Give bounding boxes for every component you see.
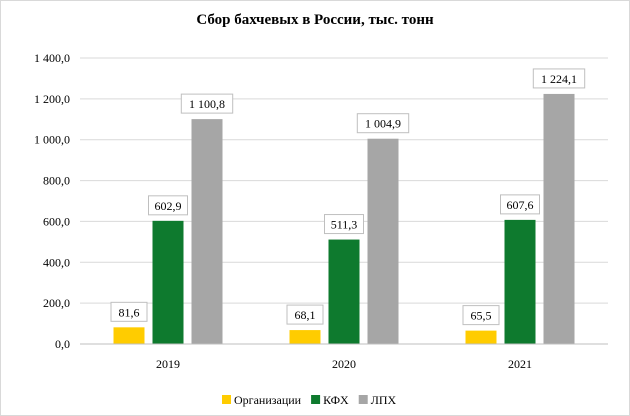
bar: [289, 330, 321, 344]
y-tick-label: 200,0: [43, 296, 70, 310]
y-tick-label: 0,0: [55, 337, 70, 351]
bar: [152, 220, 184, 344]
legend-swatch: [222, 395, 231, 404]
bars: 81,6 602,9 1 100,8 68,1 511,3 1 004,9 65,5 607,…: [110, 68, 586, 344]
x-tick-label: 2021: [508, 357, 532, 371]
legend-swatch: [358, 395, 368, 404]
data-label: 511,3: [331, 218, 358, 232]
bar: [543, 93, 575, 344]
y-axis: 0,0 200,0 400,0 600,0 800,0 1 000,0 1 200,0 1 4…: [34, 51, 70, 351]
x-axis: 2019 2020 2021: [80, 343, 608, 371]
data-label-box: [532, 68, 586, 89]
data-label: 607,6: [507, 198, 534, 212]
y-tick-label: 1 400,0: [34, 51, 70, 65]
data-label-box: [500, 194, 540, 215]
bar: [328, 239, 360, 344]
bar: [465, 330, 497, 344]
bar: [191, 119, 223, 344]
y-tick-label: 400,0: [43, 255, 70, 269]
legend-label: ЛПХ: [371, 393, 397, 407]
data-label-box: [324, 214, 364, 235]
data-label-box: [462, 305, 500, 326]
data-label: 65,5: [471, 309, 492, 323]
bar: [113, 327, 145, 344]
bar: [504, 219, 536, 344]
legend-swatch: [311, 395, 321, 404]
legend-label: КФХ: [323, 393, 349, 407]
y-tick-label: 1 200,0: [34, 92, 70, 106]
data-label: 1 100,8: [189, 97, 225, 111]
data-label-box: [356, 113, 410, 134]
data-label-box: [110, 301, 148, 322]
data-label: 1 004,9: [365, 117, 401, 131]
bar: [367, 138, 399, 344]
legend: Организации КФХ ЛПХ: [222, 393, 397, 407]
data-label-box: [180, 93, 234, 114]
data-label: 81,6: [119, 305, 140, 319]
data-label-box: [286, 304, 324, 325]
data-label: 1 224,1: [541, 72, 577, 86]
x-tick-label: 2020: [332, 357, 356, 371]
data-label: 68,1: [295, 308, 316, 322]
y-tick-label: 1 000,0: [34, 133, 70, 147]
y-tick-label: 800,0: [43, 174, 70, 188]
x-tick-label: 2019: [156, 357, 180, 371]
legend-label: Организации: [234, 393, 302, 407]
chart-title: Сбор бахчевых в России, тыс. тонн: [196, 12, 434, 28]
data-label: 602,9: [155, 199, 182, 213]
y-tick-label: 600,0: [43, 214, 70, 228]
data-label-box: [148, 195, 188, 216]
